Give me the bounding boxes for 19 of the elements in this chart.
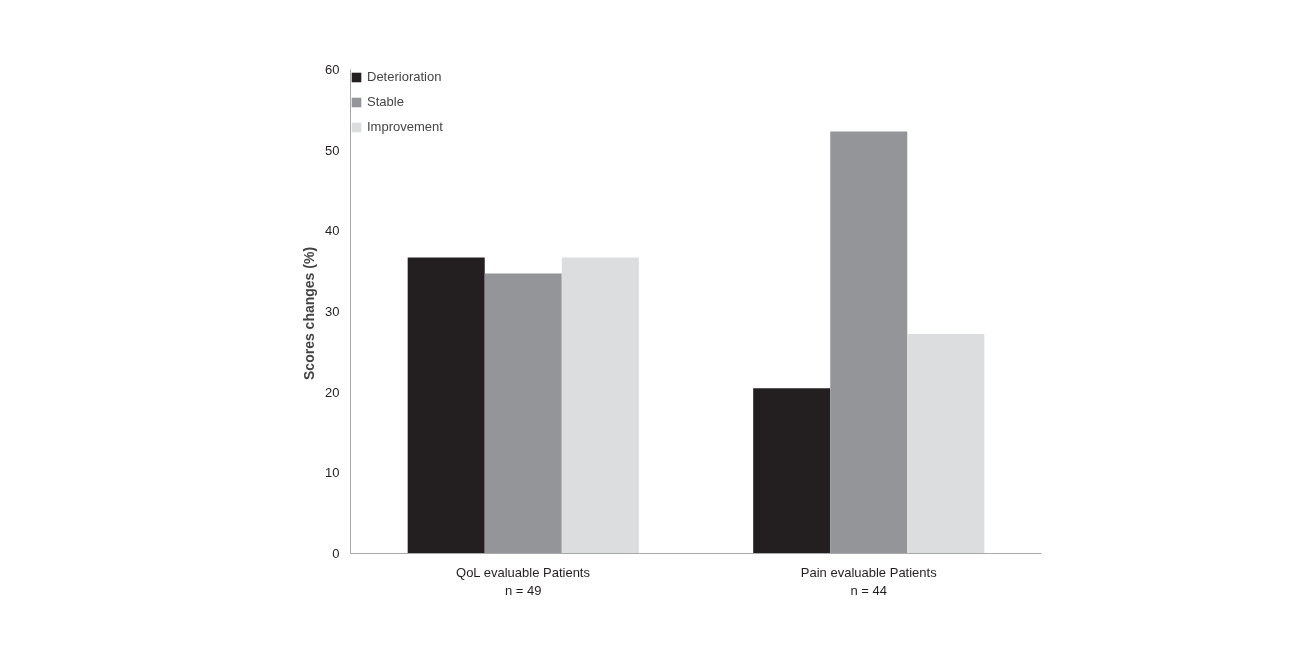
legend-label: Deterioration (367, 69, 442, 84)
x-tick-label: Pain evaluable Patients n = 44 (800, 564, 938, 598)
y-tick-label: 10 (325, 465, 340, 481)
legend-label: Stable (367, 94, 404, 109)
y-tick-label: 0 (332, 546, 340, 561)
y-tick-label: 20 (325, 384, 340, 400)
bar (907, 334, 985, 554)
y-tick-label: 30 (325, 304, 340, 319)
bar (830, 131, 908, 554)
y-tick-label: 40 (325, 223, 340, 239)
y-tick-label: 50 (325, 142, 340, 158)
bar (753, 388, 831, 554)
bar (407, 257, 485, 554)
y-axis-title: Scores changes (%) (301, 246, 318, 380)
y-tick-label: 60 (325, 62, 340, 77)
bar (484, 273, 562, 554)
legend-label: Improvement (367, 119, 443, 134)
x-tick-label: QoL evaluable Patients n = 49 (456, 564, 591, 598)
bar (561, 257, 639, 554)
